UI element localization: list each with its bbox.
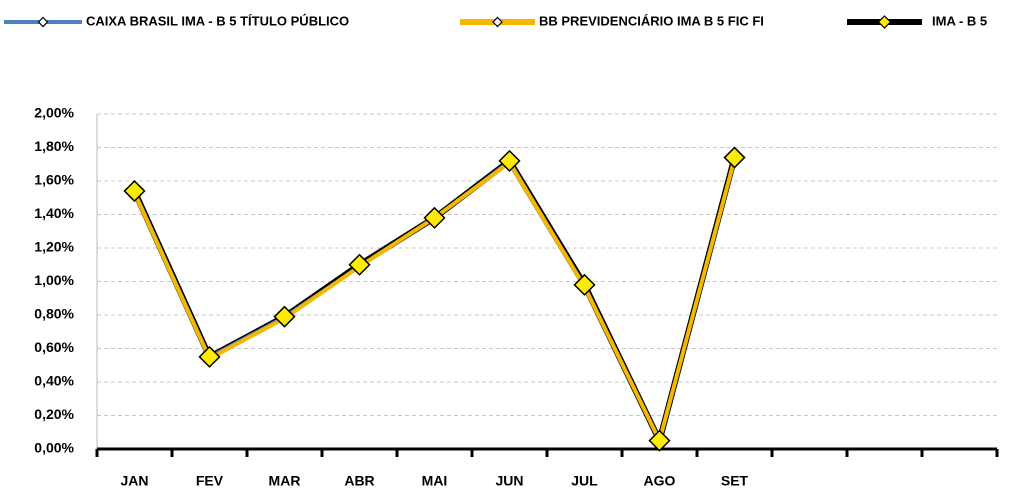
- legend-label: BB PREVIDENCIÁRIO IMA B 5 FIC FI: [539, 13, 764, 28]
- marker: [498, 149, 521, 172]
- marker: [723, 146, 746, 169]
- marker: [573, 273, 596, 296]
- marker: [423, 206, 446, 229]
- y-tick-label: 0,20%: [34, 406, 74, 422]
- y-tick-label: 1,80%: [34, 138, 74, 154]
- x-tick-label: MAI: [422, 473, 448, 489]
- x-tick-label: SET: [721, 473, 749, 489]
- x-tick-label: AGO: [644, 473, 676, 489]
- y-tick-label: 1,20%: [34, 239, 74, 255]
- marker: [348, 253, 371, 276]
- y-tick-label: 1,00%: [34, 272, 74, 288]
- x-tick-label: JUN: [495, 473, 523, 489]
- x-tick-label: JUL: [571, 473, 598, 489]
- marker: [273, 305, 296, 328]
- x-tick-label: ABR: [344, 473, 374, 489]
- series-line: [132, 158, 737, 443]
- y-tick-label: 2,00%: [34, 105, 74, 121]
- series-line: [131, 156, 738, 444]
- y-tick-label: 0,60%: [34, 339, 74, 355]
- x-tick-label: FEV: [196, 473, 224, 489]
- y-tick-label: 0,40%: [34, 373, 74, 389]
- y-tick-label: 1,60%: [34, 172, 74, 188]
- legend-label: IMA - B 5: [932, 13, 987, 28]
- y-tick-label: 0,80%: [34, 306, 74, 322]
- legend-marker: [492, 16, 503, 28]
- x-tick-label: JAN: [120, 473, 148, 489]
- marker: [198, 345, 221, 368]
- series-line: [133, 157, 736, 443]
- x-tick-label: MAR: [269, 473, 301, 489]
- marker: [123, 179, 146, 203]
- marker: [648, 429, 671, 452]
- legend-marker: [37, 16, 49, 28]
- y-tick-label: 1,40%: [34, 205, 74, 221]
- legend-marker: [877, 15, 892, 29]
- legend-label: CAIXA BRASIL IMA - B 5 TÍTULO PÚBLICO: [86, 13, 349, 28]
- y-tick-label: 0,00%: [34, 440, 74, 456]
